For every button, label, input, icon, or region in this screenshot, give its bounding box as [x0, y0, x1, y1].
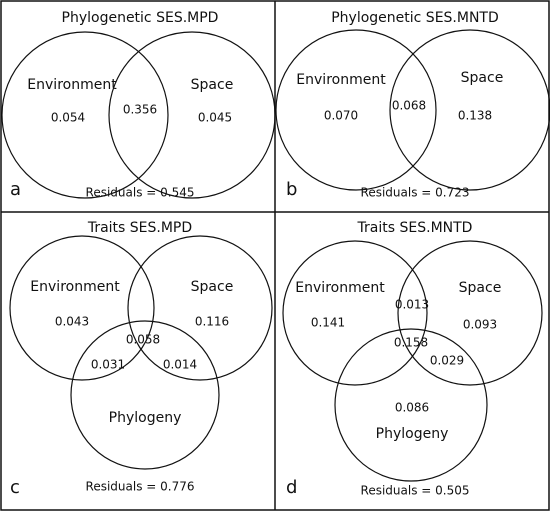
set-label: Environment — [30, 279, 120, 295]
panel-letter: c — [10, 477, 20, 498]
panel-letter: d — [286, 477, 297, 498]
venn-circle — [282, 240, 428, 386]
region-value: 0.068 — [392, 99, 426, 113]
set-label: Environment — [295, 280, 385, 296]
residuals: Residuals = 0.723 — [361, 186, 470, 200]
panel-title: Phylogenetic SES.MPD — [62, 10, 219, 26]
venn-circle — [70, 320, 220, 470]
region-value: 0.043 — [55, 315, 89, 329]
region-value: 0.138 — [458, 109, 492, 123]
set-label: Environment — [296, 72, 386, 88]
region-value: 0.116 — [195, 315, 229, 329]
region-value: 0.029 — [430, 354, 464, 368]
venn-circle — [275, 29, 437, 191]
region-value: 0.141 — [311, 316, 345, 330]
region-value: 0.031 — [91, 358, 125, 372]
region-value: 0.054 — [51, 111, 85, 125]
set-label: Environment — [27, 77, 117, 93]
residuals: Residuals = 0.505 — [361, 484, 470, 498]
region-value: 0.093 — [463, 318, 497, 332]
venn-circle — [334, 328, 488, 482]
region-value: 0.356 — [123, 103, 157, 117]
region-value: 0.045 — [198, 111, 232, 125]
region-value: 0.058 — [126, 333, 160, 347]
panel-title: Traits SES.MNTD — [357, 220, 473, 236]
venn-circle — [1, 31, 169, 199]
panel-letter: a — [10, 179, 21, 200]
panel-title: Traits SES.MPD — [87, 220, 192, 236]
venn-circle — [127, 235, 273, 381]
set-label: Space — [459, 280, 502, 296]
set-label: Space — [461, 70, 504, 86]
region-value: 0.158 — [394, 336, 428, 350]
set-label: Space — [191, 279, 234, 295]
residuals: Residuals = 0.545 — [86, 186, 195, 200]
set-label: Phylogeny — [376, 426, 449, 442]
venn-circle — [397, 240, 543, 386]
venn-circle — [108, 31, 276, 199]
panel-title: Phylogenetic SES.MNTD — [331, 10, 499, 26]
region-value: 0.086 — [395, 401, 429, 415]
region-value: 0.070 — [324, 109, 358, 123]
region-value: 0.014 — [163, 358, 197, 372]
set-label: Space — [191, 77, 234, 93]
venn-circle — [9, 235, 155, 381]
venn-circle — [389, 29, 550, 191]
residuals: Residuals = 0.776 — [86, 480, 195, 494]
region-value: 0.013 — [395, 298, 429, 312]
panel-letter: b — [286, 179, 297, 200]
set-label: Phylogeny — [109, 410, 182, 426]
